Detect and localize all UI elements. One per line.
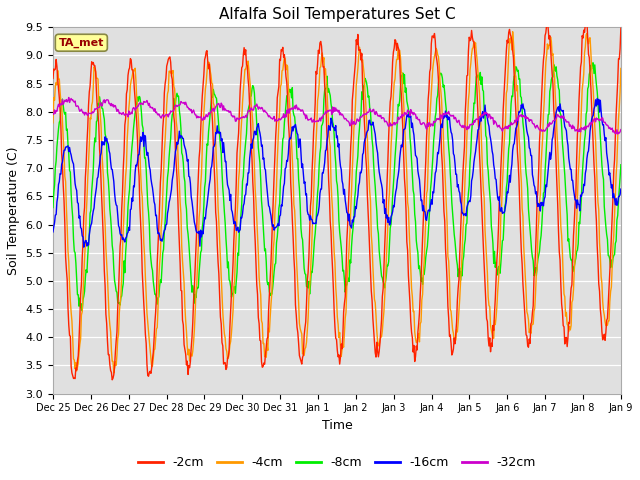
Y-axis label: Soil Temperature (C): Soil Temperature (C) — [7, 146, 20, 275]
X-axis label: Time: Time — [321, 419, 352, 432]
Title: Alfalfa Soil Temperatures Set C: Alfalfa Soil Temperatures Set C — [219, 7, 455, 22]
Legend: -2cm, -4cm, -8cm, -16cm, -32cm: -2cm, -4cm, -8cm, -16cm, -32cm — [132, 451, 541, 474]
Text: TA_met: TA_met — [59, 37, 104, 48]
